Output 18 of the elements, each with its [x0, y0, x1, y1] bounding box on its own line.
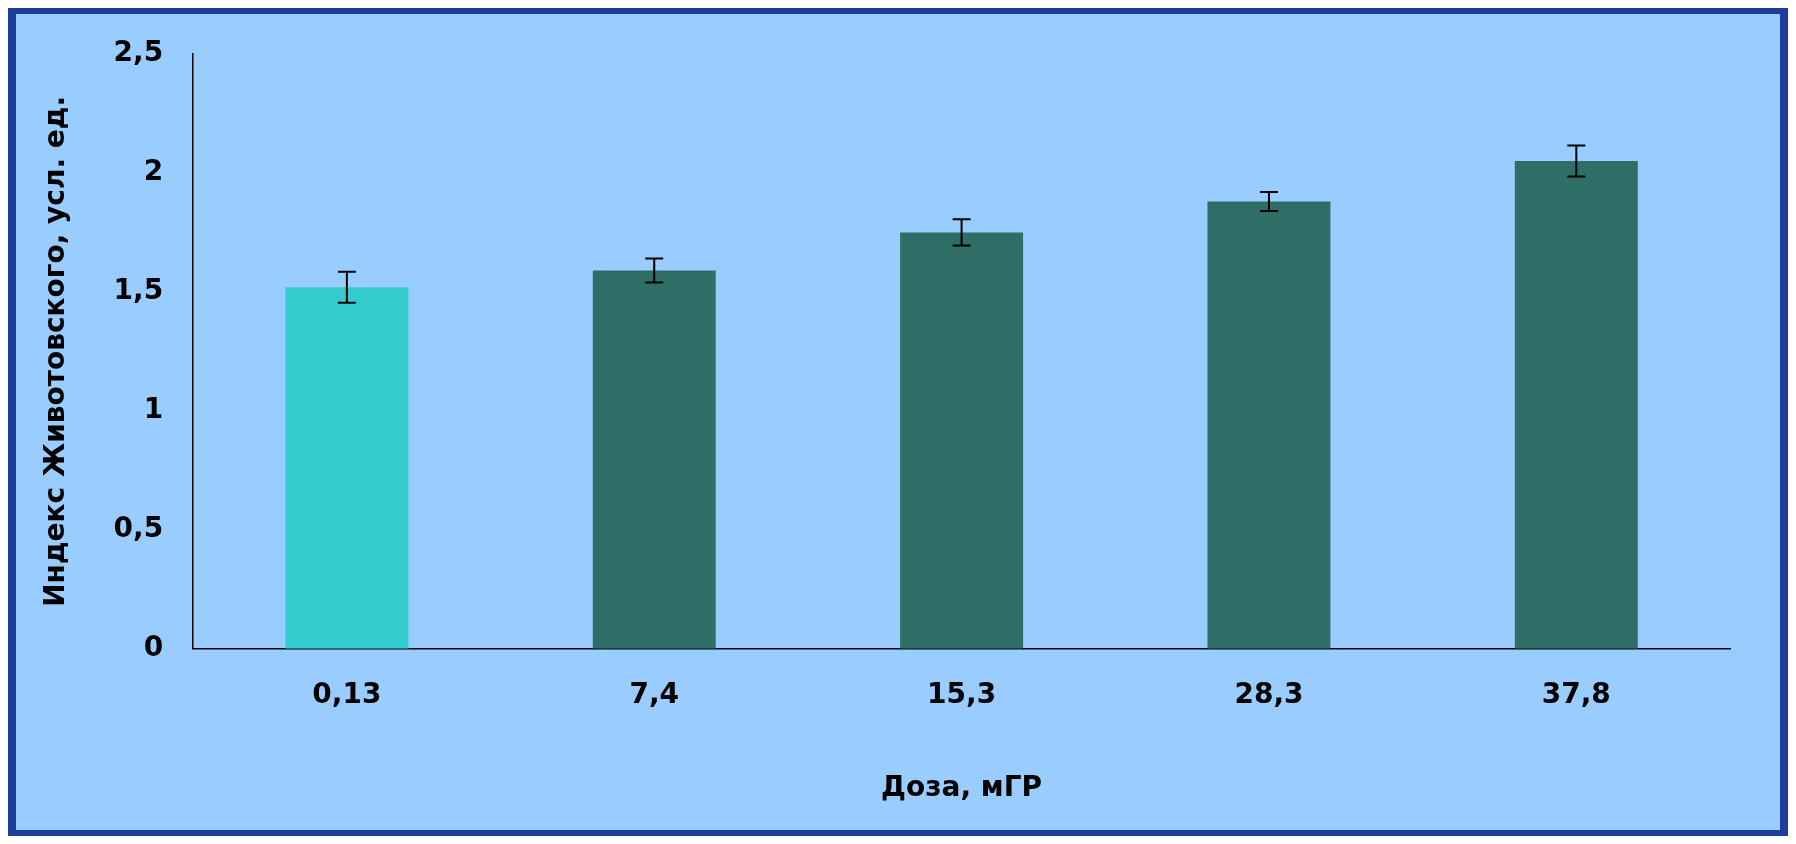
x-axis-title: Доза, мГР: [881, 770, 1043, 804]
y-tick-label: 1: [143, 392, 164, 426]
bar: [1514, 161, 1638, 649]
y-axis-title: Индекс Животовского, усл. ед.: [38, 95, 72, 607]
x-tick-label: 0,13: [312, 676, 382, 710]
x-tick-label: 28,3: [1234, 676, 1304, 710]
x-tick-label: 7,4: [629, 676, 680, 710]
y-tick-label: 0,5: [113, 511, 164, 545]
bar: [285, 287, 409, 649]
x-tick-label: 37,8: [1541, 676, 1611, 710]
y-tick-label: 2,5: [113, 35, 164, 69]
bar: [900, 232, 1024, 649]
bar: [592, 270, 716, 649]
y-tick-label: 0: [143, 630, 164, 664]
x-tick-label: 15,3: [927, 676, 997, 710]
y-tick-label: 2: [143, 154, 164, 188]
y-tick-label: 1,5: [113, 273, 164, 307]
bar: [1207, 201, 1331, 649]
